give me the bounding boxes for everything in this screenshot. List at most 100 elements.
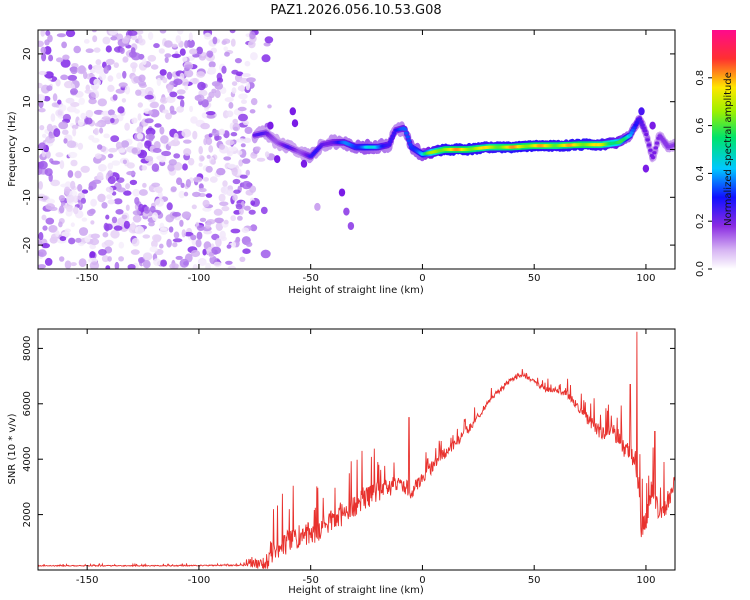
spectrogram-noise-cell — [104, 223, 110, 232]
spectrogram-noise-cell — [222, 180, 228, 188]
spectrogram-noise-cell — [107, 199, 116, 205]
spectrogram-noise-cell — [94, 153, 102, 159]
spectrogram-noise-cell — [152, 234, 162, 242]
spectrogram-noise-cell — [107, 170, 113, 178]
spectrogram-noise-cell — [91, 179, 102, 184]
spectrogram-noise-cell — [237, 150, 243, 156]
snr-xtick-label: -50 — [303, 575, 319, 586]
spectrogram-noise-cell — [172, 212, 181, 217]
spectrogram-noise-cell — [223, 46, 228, 52]
spectrogram-noise-cell — [90, 198, 97, 207]
spectrogram-noise-cell — [67, 170, 74, 178]
spectrogram-noise-cell — [159, 97, 169, 104]
spectrogram-noise-cell — [41, 52, 47, 62]
spectrogram-ridge-core — [653, 146, 658, 150]
spectrogram-noise-cell — [136, 133, 144, 140]
spectrogram-ridge-core — [628, 133, 633, 137]
spectrogram-noise-cell — [152, 212, 159, 222]
spectrogram-noise-cell — [108, 147, 118, 153]
spectrogram-noise-cell — [117, 217, 127, 226]
snr-xtick-label: 50 — [528, 575, 541, 586]
spectrogram-noise-cell — [89, 251, 96, 259]
spectrogram-xtick-label: -150 — [76, 273, 99, 284]
snr-frame — [37, 328, 676, 571]
spectrogram-noise-cell — [65, 30, 76, 38]
spectrogram-noise-cell — [250, 224, 258, 232]
spectrogram-noise-cell — [151, 182, 161, 187]
spectrogram-noise-cell — [164, 56, 169, 64]
spectrogram-noise-cell — [177, 30, 184, 35]
spectrogram-noise-cell — [176, 95, 185, 100]
spectrogram-noise-cell — [71, 124, 79, 130]
spectrogram-noise-cell — [164, 40, 173, 48]
spectrogram-noise-cell — [158, 48, 165, 54]
spectrogram-noise-cell — [66, 194, 75, 203]
spectrogram-noise-cell — [250, 52, 258, 61]
spectrogram-noise-cell — [226, 110, 234, 118]
spectrogram-noise-cell — [229, 30, 236, 34]
spectrogram-noise-cell — [85, 109, 94, 118]
snr-xlabel: Height of straight line (km) — [288, 585, 424, 596]
spectrogram-noise-cell — [208, 145, 214, 153]
spectrogram-noise-cell — [80, 165, 90, 173]
spectrogram-spot — [289, 107, 296, 116]
spectrogram-noise-cell — [150, 64, 159, 70]
spectrogram-noise-cell — [66, 140, 77, 148]
spectrogram-noise-cell — [179, 72, 185, 81]
spectrogram-noise-cell — [219, 201, 229, 207]
spectrogram-noise-cell — [38, 70, 47, 76]
colorbar-tick-label: 0.6 — [695, 118, 706, 134]
spectrogram-noise-cell — [107, 153, 114, 159]
spectrogram-noise-cell — [121, 98, 127, 103]
spectrogram-noise-cell — [85, 48, 94, 53]
spectrogram-noise-cell — [175, 255, 183, 260]
spectrogram-noise-cell — [90, 220, 95, 225]
spectrogram-noise-cell — [206, 50, 214, 58]
spectrogram-noise-cell — [166, 202, 173, 211]
spectrogram-noise-cell — [73, 206, 79, 215]
spectrogram-noise-cell — [56, 33, 66, 38]
spectrogram-noise-cell — [110, 135, 120, 143]
spectrogram-noise-cell — [65, 97, 75, 104]
spectrogram-noise-cell — [238, 207, 244, 215]
snr-series-line — [38, 331, 675, 569]
spectrogram-noise-cell — [92, 35, 98, 43]
spectrogram-noise-cell — [89, 261, 100, 269]
snr-ytick-label: 8000 — [22, 336, 33, 361]
spectrogram-noise-cell — [195, 94, 205, 102]
spectrogram-noise-cell — [199, 156, 205, 161]
spectrogram-noise-cell — [38, 82, 43, 89]
spectrogram-noise-cell — [44, 39, 50, 46]
spectrogram-noise-cell — [162, 77, 168, 84]
spectrogram-noise-cell — [48, 225, 58, 233]
spectrogram-noise-cell — [254, 146, 261, 151]
spectrogram-ridge-core — [640, 123, 645, 127]
spectrogram-noise-cell — [138, 74, 146, 82]
spectrogram-noise-cell — [242, 158, 251, 164]
spectrogram-noise-cell — [131, 221, 136, 231]
spectrogram-noise-cell — [83, 39, 90, 44]
spectrogram-noise-cell — [232, 178, 241, 185]
spectrogram-noise-cell — [219, 143, 225, 150]
spectrogram-noise-cell — [51, 102, 59, 108]
spectrogram-noise-cell — [70, 262, 77, 267]
spectrogram-noise-cell — [165, 112, 172, 120]
spectrogram-noise-cell — [156, 77, 162, 87]
spectrogram-noise-cell — [88, 64, 93, 70]
spectrogram-noise-cell — [107, 176, 116, 185]
spectrogram-noise-cell — [97, 144, 103, 150]
spectrogram-ridge-core — [642, 129, 648, 133]
spectrogram-noise-cell — [90, 233, 101, 239]
spectrogram-noise-cell — [230, 38, 236, 47]
spectrogram-noise-cell — [239, 256, 246, 262]
spectrogram-ridge-core — [390, 134, 396, 138]
spectrogram-noise-cell — [38, 232, 44, 241]
spectrogram-noise-cell — [200, 122, 210, 130]
spectrogram-xtick-label: 100 — [636, 273, 655, 284]
spectrogram-noise-cell — [197, 81, 206, 91]
snr-xtick-label: 100 — [636, 575, 655, 586]
spectrogram-noise-cell — [58, 195, 65, 202]
spectrogram-noise-cell — [213, 208, 223, 216]
